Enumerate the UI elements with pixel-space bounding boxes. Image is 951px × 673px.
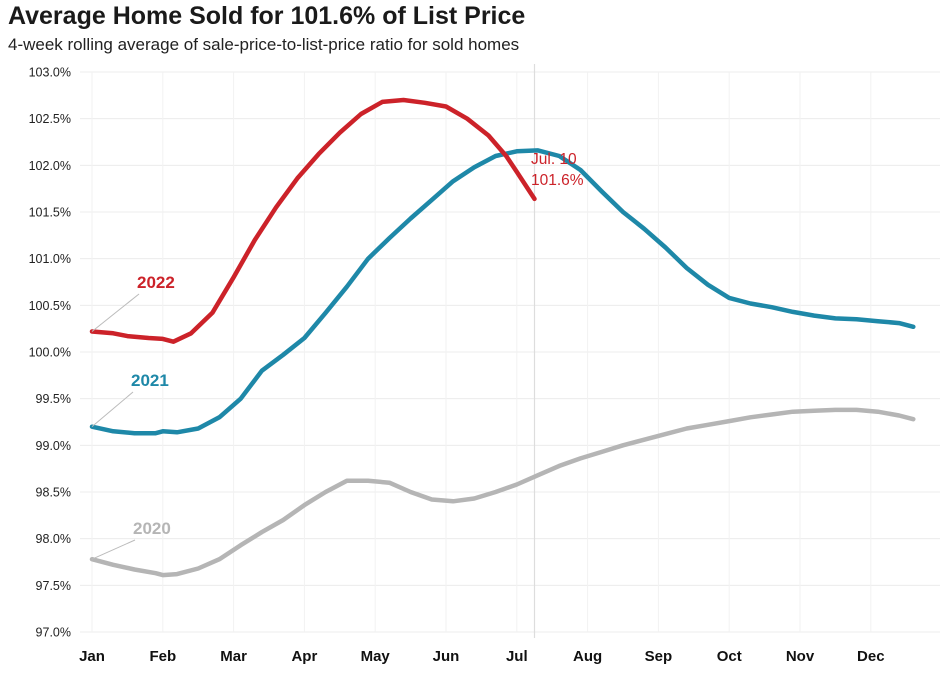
leader-line-2020: [91, 539, 136, 560]
series-labels: 2020 2021 2022: [91, 273, 175, 560]
leader-line-2022: [91, 293, 140, 332]
y-tick-label: 102.0%: [29, 159, 71, 173]
series-label-2022: 2022: [137, 273, 175, 292]
x-tick-label: Oct: [717, 648, 742, 665]
y-tick-label: 100.5%: [29, 299, 71, 313]
x-tick-label: Jul: [506, 648, 528, 665]
y-tick-label: 98.5%: [36, 486, 71, 500]
gridlines: [80, 71, 940, 633]
y-tick-label: 102.5%: [29, 112, 71, 126]
y-tick-label: 97.5%: [36, 579, 71, 593]
y-tick-label: 103.0%: [29, 66, 71, 80]
chart-subtitle: 4-week rolling average of sale-price-to-…: [8, 35, 520, 54]
y-tick-label: 99.0%: [36, 439, 71, 453]
x-tick-label: Dec: [857, 648, 885, 665]
y-tick-label: 98.0%: [36, 532, 71, 546]
x-tick-label: Apr: [291, 648, 317, 665]
y-axis-ticks: 97.0% 97.5% 98.0% 98.5% 99.0% 99.5% 100.0% 100.…: [29, 66, 71, 640]
y-tick-label: 99.5%: [36, 392, 71, 406]
y-tick-label: 97.0%: [36, 626, 71, 640]
series-line-2020: [89, 407, 916, 578]
annotation: Jul. 10 101.6%: [531, 151, 584, 189]
x-tick-label: May: [361, 648, 391, 665]
x-tick-label: Nov: [786, 648, 815, 665]
x-axis-ticks: Jan Feb Mar Apr May Jun Jul Aug Sep Oct Nov Dec: [79, 648, 884, 665]
leader-line-2021: [91, 391, 134, 428]
annotation-date: Jul. 10: [531, 151, 577, 168]
series-label-2020: 2020: [133, 519, 171, 538]
x-tick-label: Jun: [433, 648, 460, 665]
chart-title: Average Home Sold for 101.6% of List Pri…: [8, 2, 526, 30]
y-tick-label: 100.0%: [29, 346, 71, 360]
y-tick-label: 101.0%: [29, 252, 71, 266]
y-tick-label: 101.5%: [29, 206, 71, 220]
series-line-2021: [89, 148, 916, 436]
series-line-2022: [89, 97, 537, 344]
x-tick-label: Mar: [220, 648, 247, 665]
x-tick-label: Aug: [573, 648, 602, 665]
x-tick-label: Sep: [645, 648, 673, 665]
x-tick-label: Feb: [149, 648, 176, 665]
series-lines: [89, 97, 916, 578]
annotation-value: 101.6%: [531, 172, 584, 189]
x-tick-label: Jan: [79, 648, 105, 665]
series-label-2021: 2021: [131, 371, 169, 390]
